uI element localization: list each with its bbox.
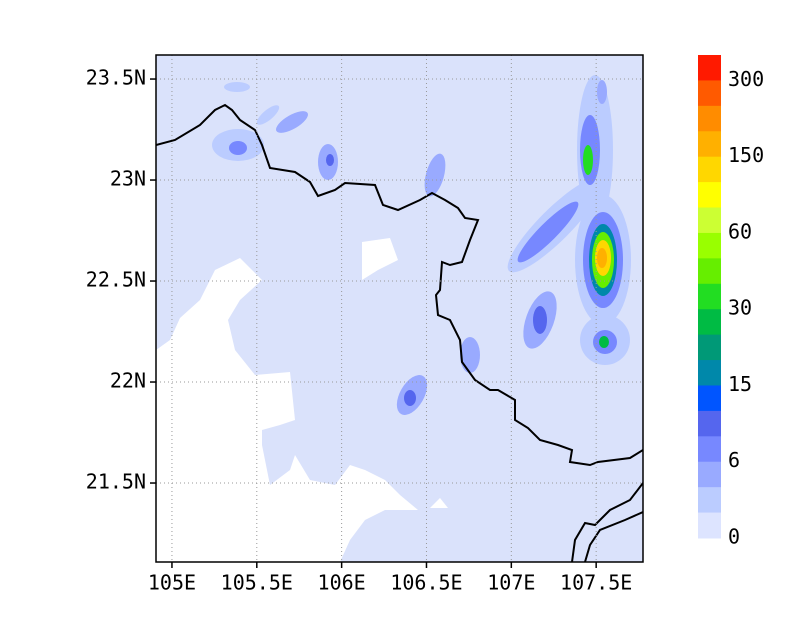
no-data-region	[430, 498, 448, 508]
no-data-region	[156, 258, 418, 562]
axes: 105E 105.5E 106E 106.5E 107E 107.5E 21.5N 22N 22…	[86, 66, 633, 595]
colorbar-box	[698, 283, 721, 310]
x-tick-label: 107.5E	[560, 571, 632, 595]
colorbar-box	[698, 334, 721, 361]
x-tick-label: 106E	[318, 571, 366, 595]
colorbar-box	[698, 461, 721, 488]
colorbar-box	[698, 232, 721, 259]
x-tick-label: 106.5E	[390, 571, 462, 595]
colorbar-box	[698, 131, 721, 158]
colorbar-box	[698, 360, 721, 386]
colorbar-box	[698, 487, 721, 514]
colorbar-box	[698, 207, 721, 234]
field	[156, 55, 643, 562]
colorbar-box	[698, 55, 721, 81]
colorbar-label: 60	[728, 219, 752, 243]
colorbar-box	[698, 512, 721, 539]
colorbar-box	[698, 410, 721, 437]
plot-frame	[155, 54, 644, 563]
colorbar-label: 15	[728, 372, 752, 396]
colorbar-box	[698, 309, 721, 336]
precip-contours	[212, 75, 631, 415]
y-tick-label: 23N	[110, 167, 146, 191]
coastline	[156, 103, 643, 562]
x-tick-label: 105.5E	[221, 571, 293, 595]
colorbar-label: 30	[728, 296, 752, 320]
no-data-region	[362, 238, 398, 280]
x-tick-label: 107E	[487, 571, 535, 595]
y-tick-label: 22.5N	[86, 268, 146, 292]
colorbar-label: 150	[728, 143, 764, 167]
colorbar-label: 300	[728, 67, 764, 91]
y-tick-label: 21.5N	[86, 470, 146, 494]
colorbar-box	[698, 156, 721, 183]
colorbar-box	[698, 80, 721, 107]
y-tick-label: 22N	[110, 369, 146, 393]
grid	[156, 55, 643, 562]
colorbar-box	[698, 436, 721, 463]
x-tick-label: 105E	[148, 571, 196, 595]
colorbar-box	[698, 105, 721, 132]
colorbar-box	[698, 385, 721, 412]
colorbar-label: 6	[728, 448, 740, 472]
colorbar-box	[698, 182, 721, 209]
colorbar-label: 0	[728, 525, 740, 549]
y-tick-label: 23.5N	[86, 66, 146, 90]
colorbar-box	[698, 258, 721, 285]
